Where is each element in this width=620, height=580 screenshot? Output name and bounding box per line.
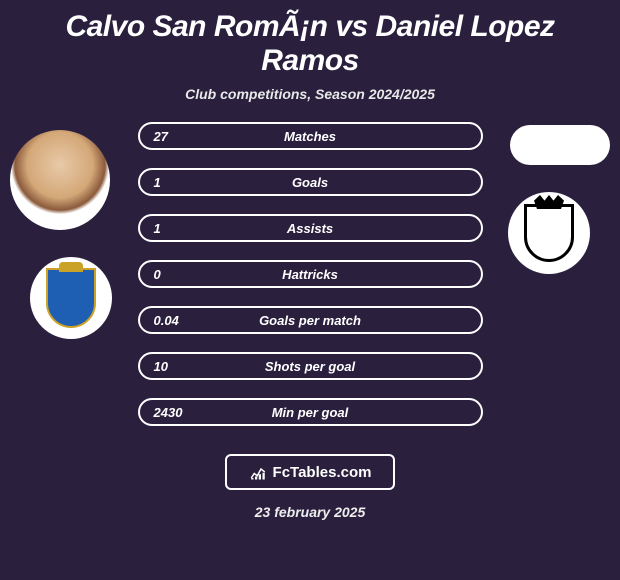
oviedo-crest-icon — [46, 268, 96, 328]
stat-value: 10 — [154, 359, 194, 374]
stat-row: 1 Assists — [138, 214, 483, 242]
stat-value: 2430 — [154, 405, 194, 420]
albacete-crest-icon — [524, 204, 574, 262]
stat-value: 1 — [154, 221, 194, 236]
stat-value: 1 — [154, 175, 194, 190]
right-club-crest — [508, 192, 590, 274]
date-label: 23 february 2025 — [0, 504, 620, 520]
stat-row: 0.04 Goals per match — [138, 306, 483, 334]
left-club-crest — [30, 257, 112, 339]
stat-row: 0 Hattricks — [138, 260, 483, 288]
left-player-photo — [10, 130, 110, 230]
stat-row: 27 Matches — [138, 122, 483, 150]
page-subtitle: Club competitions, Season 2024/2025 — [0, 86, 620, 102]
brand-badge[interactable]: FcTables.com — [225, 454, 395, 490]
stat-label: Assists — [287, 221, 333, 236]
stat-row: 1 Goals — [138, 168, 483, 196]
stat-label: Min per goal — [272, 405, 349, 420]
brand-text: FcTables.com — [273, 464, 372, 481]
stat-value: 0 — [154, 267, 194, 282]
stat-label: Shots per goal — [265, 359, 355, 374]
stat-value: 27 — [154, 129, 194, 144]
stat-row: 10 Shots per goal — [138, 352, 483, 380]
stat-label: Goals — [292, 175, 328, 190]
right-player-photo — [510, 125, 610, 165]
stat-label: Goals per match — [259, 313, 361, 328]
stats-list: 27 Matches 1 Goals 1 Assists 0 Hattricks 0.04 Goa… — [138, 122, 483, 426]
chart-icon — [249, 463, 267, 481]
stat-label: Matches — [284, 129, 336, 144]
stat-label: Hattricks — [282, 267, 338, 282]
page-title: Calvo San RomÃ¡n vs Daniel Lopez Ramos — [0, 0, 620, 86]
stat-value: 0.04 — [154, 313, 194, 328]
stat-row: 2430 Min per goal — [138, 398, 483, 426]
comparison-panel: 27 Matches 1 Goals 1 Assists 0 Hattricks 0.04 Goa… — [0, 122, 620, 426]
